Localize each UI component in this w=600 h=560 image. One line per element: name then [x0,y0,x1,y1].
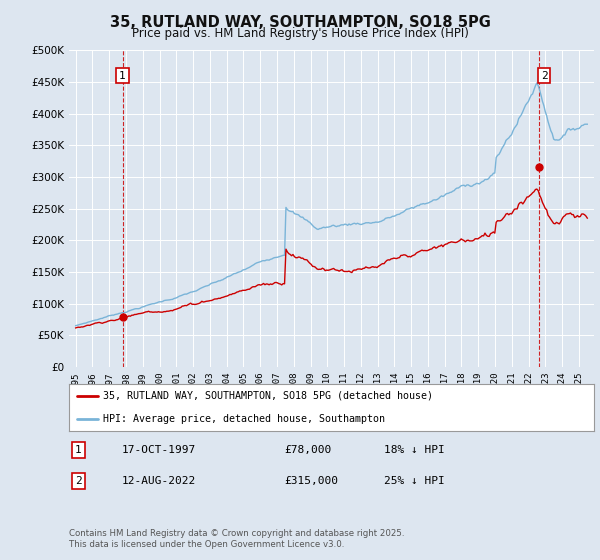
Text: Price paid vs. HM Land Registry's House Price Index (HPI): Price paid vs. HM Land Registry's House … [131,27,469,40]
Text: Contains HM Land Registry data © Crown copyright and database right 2025.
This d: Contains HM Land Registry data © Crown c… [69,529,404,549]
Text: 17-OCT-1997: 17-OCT-1997 [121,445,196,455]
Text: 35, RUTLAND WAY, SOUTHAMPTON, SO18 5PG (detached house): 35, RUTLAND WAY, SOUTHAMPTON, SO18 5PG (… [103,390,433,400]
Text: 18% ↓ HPI: 18% ↓ HPI [384,445,445,455]
Text: 1: 1 [75,445,82,455]
Text: 2: 2 [75,476,82,486]
Text: HPI: Average price, detached house, Southampton: HPI: Average price, detached house, Sout… [103,414,385,424]
Text: 2: 2 [541,71,547,81]
Text: £78,000: £78,000 [284,445,331,455]
Text: 12-AUG-2022: 12-AUG-2022 [121,476,196,486]
Text: 35, RUTLAND WAY, SOUTHAMPTON, SO18 5PG: 35, RUTLAND WAY, SOUTHAMPTON, SO18 5PG [110,15,490,30]
Text: 25% ↓ HPI: 25% ↓ HPI [384,476,445,486]
Text: 1: 1 [119,71,126,81]
Text: £315,000: £315,000 [284,476,338,486]
